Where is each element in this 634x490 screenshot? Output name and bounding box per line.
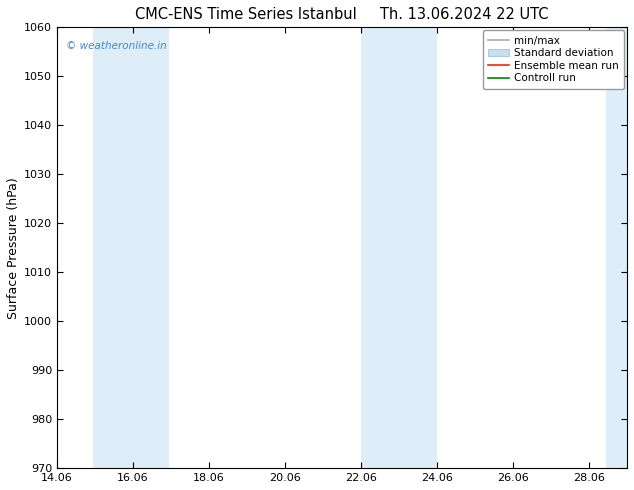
- Bar: [93, 27, 169, 468]
- Bar: [361, 27, 437, 468]
- Title: CMC-ENS Time Series Istanbul     Th. 13.06.2024 22 UTC: CMC-ENS Time Series Istanbul Th. 13.06.2…: [135, 7, 549, 22]
- Y-axis label: Surface Pressure (hPa): Surface Pressure (hPa): [7, 177, 20, 318]
- Text: © weatheronline.in: © weatheronline.in: [66, 41, 166, 50]
- Legend: min/max, Standard deviation, Ensemble mean run, Controll run: min/max, Standard deviation, Ensemble me…: [482, 30, 624, 89]
- Bar: [605, 27, 634, 468]
